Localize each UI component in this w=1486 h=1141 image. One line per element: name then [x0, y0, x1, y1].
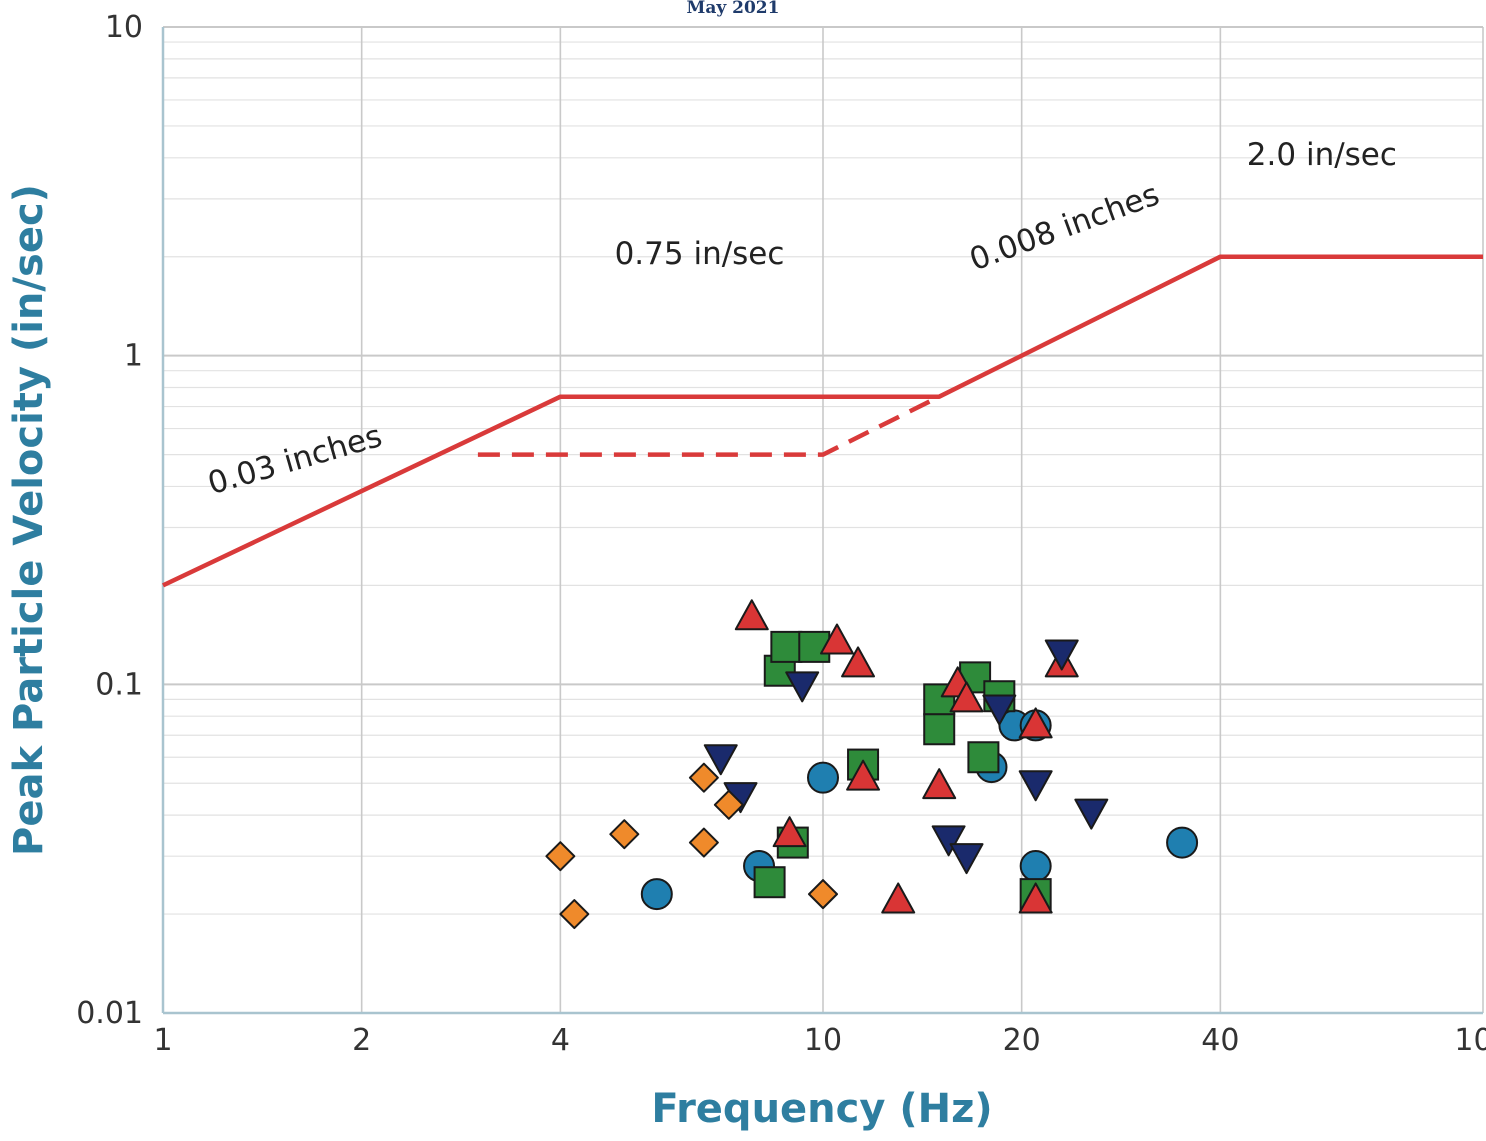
x-axis-title: Frequency (Hz): [651, 1086, 992, 1132]
data-point-diamond: [609, 819, 640, 850]
x-tick-label: 20: [1003, 1023, 1041, 1058]
x-tick-label: 10: [804, 1023, 842, 1058]
annotations: 0.03 inches 0.75 in/sec 0.008 inches 2.0 in…: [204, 137, 1397, 502]
y-tick-label: 0.1: [95, 667, 143, 702]
x-tick-label: 40: [1201, 1023, 1239, 1058]
data-point-square: [753, 866, 786, 899]
header-date: May 2021: [687, 0, 780, 18]
y-tick-label: 10: [105, 10, 143, 45]
limit-line-solid: [162, 254, 1483, 588]
x-tick-label: 1: [153, 1023, 172, 1058]
data-point-triangle-up: [949, 681, 984, 713]
data-point-diamond: [545, 841, 576, 872]
annotation-label: 2.0 in/sec: [1247, 137, 1397, 173]
data-point-circle: [640, 878, 673, 911]
x-tick-label: 100: [1454, 1023, 1486, 1058]
data-point-diamond: [688, 762, 719, 793]
axes: 1 2 4 10 20 40 100 0.01 0.1 1 10: [76, 10, 1486, 1058]
data-point-circle: [1166, 826, 1199, 859]
data-point-triangle-up: [846, 759, 881, 791]
data-point-triangle-down: [931, 825, 966, 857]
limit-lines: [162, 254, 1483, 588]
data-point-triangle-down: [703, 744, 738, 776]
data-point-square: [967, 741, 1000, 774]
y-tick-label: 1: [124, 339, 143, 374]
y-axis-title: Peak Particle Velocity (in/sec): [6, 184, 52, 856]
data-point-square: [770, 630, 803, 663]
x-tick-label: 2: [352, 1023, 371, 1058]
annotation-label: 0.008 inches: [965, 176, 1164, 278]
data-point-triangle-down: [949, 843, 984, 875]
data-point-triangle-up: [1018, 707, 1053, 739]
data-point-diamond: [688, 827, 719, 858]
data-markers: [545, 599, 1199, 930]
data-point-diamond: [559, 899, 590, 930]
data-point-circle: [1019, 850, 1052, 883]
data-point-triangle-up: [922, 768, 957, 800]
y-tick-label: 0.01: [76, 996, 143, 1031]
data-point-triangle-down: [1044, 639, 1079, 671]
data-point-diamond: [713, 789, 744, 820]
data-point-triangle-up: [881, 882, 916, 914]
data-point-triangle-down: [1018, 770, 1053, 802]
limit-line-dashed: [477, 394, 941, 457]
data-point-triangle-up: [841, 646, 876, 678]
data-point-triangle-up: [1018, 882, 1053, 914]
data-point-triangle-down: [982, 694, 1017, 726]
grid: [162, 26, 1484, 1014]
x-tick-label: 4: [551, 1023, 570, 1058]
data-point-circle: [807, 761, 839, 794]
data-point-triangle-up: [819, 623, 854, 655]
data-point-triangle-up: [734, 599, 769, 631]
data-point-triangle-down: [1074, 798, 1109, 830]
annotation-label: 0.03 inches: [204, 418, 386, 502]
data-point-triangle-up: [772, 816, 807, 848]
data-point-triangle-down: [785, 671, 820, 703]
data-point-diamond: [808, 879, 838, 910]
annotation-label: 0.75 in/sec: [615, 236, 785, 272]
data-point-square: [923, 713, 956, 746]
